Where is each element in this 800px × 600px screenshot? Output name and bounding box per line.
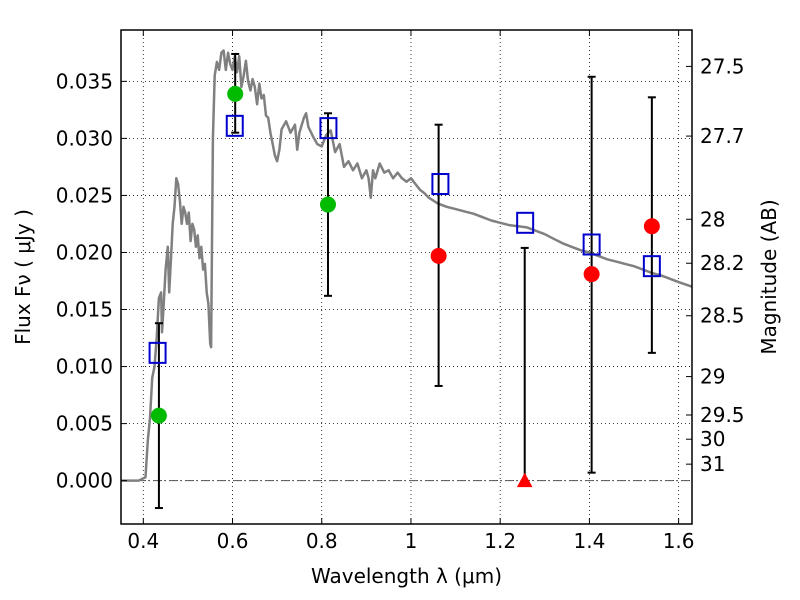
plot-frame xyxy=(120,29,693,525)
x-axis-ticks: 0.4 0.6 0.8 1 1.2 1.4 1.6 xyxy=(127,30,695,553)
measurement-points xyxy=(150,85,660,488)
upper-limit-triangle xyxy=(516,472,533,488)
model-bandpass-square xyxy=(225,114,244,137)
y-tick-label: 0.010 xyxy=(56,355,113,379)
x-tick-label: 1.2 xyxy=(484,529,516,553)
measurement-point xyxy=(583,266,600,283)
model-bandpass-square xyxy=(516,211,535,234)
x-axis-label: Wavelength λ (μm) xyxy=(311,564,502,588)
model-bandpass-points xyxy=(148,114,661,364)
y-tick-label: 0.035 xyxy=(56,69,113,93)
x-tick-label: 0.8 xyxy=(306,529,338,553)
measurement-point xyxy=(150,407,167,424)
model-bandpass-square xyxy=(431,173,450,196)
x-tick-label: 1.6 xyxy=(663,529,695,553)
right-tick-label: 29 xyxy=(700,365,725,389)
right-tick-label: 27.5 xyxy=(700,54,745,78)
x-tick-label: 0.4 xyxy=(127,529,159,553)
right-tick-label: 29.5 xyxy=(700,403,745,427)
right-tick-label: 28.2 xyxy=(700,251,745,275)
y-axis-ticks: 0.000 0.005 0.010 0.015 0.020 0.025 0.030 0.035 xyxy=(56,69,127,493)
measurement-point xyxy=(227,85,244,102)
right-axis-label: Magnitude (AB) xyxy=(757,199,781,354)
model-bandpass-square xyxy=(582,233,601,256)
x-tick-label: 1.4 xyxy=(573,529,605,553)
x-tick-label: 0.6 xyxy=(217,529,249,553)
measurement-point xyxy=(430,247,447,264)
measurement-point xyxy=(643,218,660,235)
y-tick-label: 0.020 xyxy=(56,240,113,264)
y-tick-label: 0.025 xyxy=(56,183,113,207)
y-axis-label: Flux Fν ( μJy ) xyxy=(11,209,35,345)
right-tick-label: 28.5 xyxy=(700,304,745,328)
error-bars xyxy=(154,52,656,510)
right-tick-label: 27.7 xyxy=(700,124,745,148)
y-tick-label: 0.030 xyxy=(56,126,113,150)
model-spectrum-line xyxy=(121,49,693,482)
measurement-point xyxy=(319,196,336,213)
right-tick-label: 31 xyxy=(700,452,725,476)
y-tick-label: 0.000 xyxy=(56,469,113,493)
right-tick-label: 28 xyxy=(700,207,725,231)
model-bandpass-square xyxy=(319,117,338,140)
right-tick-label: 30 xyxy=(700,427,725,451)
y-tick-label: 0.015 xyxy=(56,298,113,322)
model-bandpass-square xyxy=(148,341,167,364)
model-bandpass-square xyxy=(642,255,661,278)
y-tick-label: 0.005 xyxy=(56,412,113,436)
x-tick-label: 1 xyxy=(405,529,418,553)
